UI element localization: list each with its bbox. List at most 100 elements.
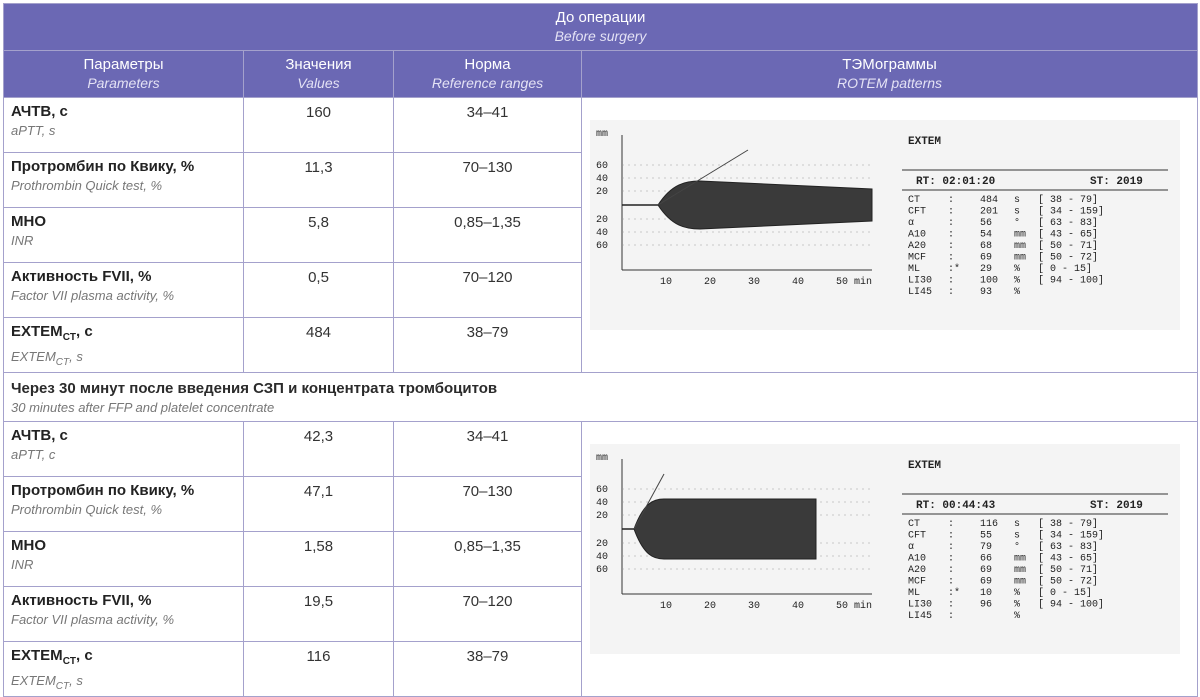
y-tick-label: 40 <box>596 228 608 239</box>
param-code: α <box>908 542 914 553</box>
param-separator: : <box>948 276 954 287</box>
param-separator: : <box>948 241 954 252</box>
param-range: 70–130 <box>393 476 582 532</box>
results-table: До операции Before surgery Параметры Para… <box>2 3 1199 697</box>
param-reference: [ 0 - 15] <box>1038 587 1092 599</box>
param-separator: : <box>948 230 954 241</box>
param-result: 69 <box>980 577 992 588</box>
param-code: CFT <box>908 531 926 542</box>
param-range: 38–79 <box>393 641 582 697</box>
param-range: 34–41 <box>393 97 582 153</box>
table-row: Активность FVII, % Factor VII plasma acti… <box>3 262 1198 318</box>
table-row: Протромбин по Квику, % Prothrombin Quick … <box>3 152 1198 208</box>
param-code: A10 <box>908 554 926 565</box>
param-code: LI45 <box>908 287 932 298</box>
y-tick-label: 20 <box>596 539 608 550</box>
x-tick-label: 20 <box>704 601 716 612</box>
param-unit: % <box>1014 287 1020 298</box>
param-name: АЧТВ, с <box>11 427 68 444</box>
param-result: 56 <box>980 218 992 229</box>
x-tick-label: 40 <box>792 601 804 612</box>
param-range: 70–120 <box>393 262 582 318</box>
param-separator: : <box>948 611 954 622</box>
param-unit: ° <box>1014 541 1020 553</box>
param-separator: : <box>948 253 954 264</box>
param-reference: [ 38 - 79] <box>1038 194 1098 206</box>
param-separator: : <box>948 195 954 206</box>
param-unit: mm <box>1014 230 1026 241</box>
param-separator: : <box>948 531 954 542</box>
section-title-en: 30 minutes after FFP and platelet concen… <box>11 400 275 415</box>
param-name: МНО <box>11 537 46 554</box>
param-reference: [ 34 - 159] <box>1038 530 1104 542</box>
axis-unit-label: mm <box>596 129 608 140</box>
col-header-rotem: ТЭМограммы ROTEM patterns <box>580 50 1199 98</box>
param-unit: s <box>1014 207 1020 218</box>
alpha-tangent-line <box>633 473 665 530</box>
param-unit: s <box>1014 195 1020 206</box>
table-row: МНО INR 1,58 0,85–1,35 <box>3 531 1198 587</box>
param-range: 0,85–1,35 <box>393 531 582 587</box>
param-unit: mm <box>1014 253 1026 264</box>
col-header-values: Значения Values <box>243 50 394 98</box>
param-name-en: EXTEMCT, s <box>11 673 83 692</box>
param-reference: [ 50 - 71] <box>1038 564 1098 576</box>
param-separator: : <box>948 577 954 588</box>
param-value: 5,8 <box>243 207 394 263</box>
param-reference: [ 43 - 65] <box>1038 553 1098 565</box>
param-result: 29 <box>980 264 992 275</box>
param-range: 34–41 <box>393 421 582 477</box>
y-tick-label: 60 <box>596 485 608 496</box>
param-code: ML <box>908 264 920 275</box>
param-code: CFT <box>908 207 926 218</box>
param-name-en: Factor VII plasma activity, % <box>11 612 175 627</box>
x-tick-label: 30 <box>748 277 760 288</box>
param-reference: [ 50 - 72] <box>1038 576 1098 588</box>
col-header-parameters: Параметры Parameters <box>3 50 244 98</box>
clot-trace <box>633 498 817 560</box>
param-name-en: Prothrombin Quick test, % <box>11 178 162 193</box>
param-value: 42,3 <box>243 421 394 477</box>
param-unit: mm <box>1014 241 1026 252</box>
rotem-before-chart: mm 60 40 20 20 40 60 10 20 30 40 50 min EXTEM RT: 02:… <box>590 120 1180 330</box>
param-unit: % <box>1014 276 1020 287</box>
page: До операции Before surgery Параметры Para… <box>2 3 1199 697</box>
table-row: АЧТВ, с aPTT, s 160 34–41 mm 60 40 20 20 40 60 1… <box>3 97 1199 373</box>
table-row: EXTEMCT, с EXTEMCT, s 484 38–79 <box>3 317 1198 373</box>
param-unit: % <box>1014 600 1020 611</box>
y-tick-label: 20 <box>596 511 608 522</box>
y-tick-label: 40 <box>596 552 608 563</box>
before-surgery-band: До операции Before surgery <box>2 3 1199 51</box>
param-code: CT <box>908 519 920 530</box>
rotem-after-chart: mm 60 40 20 20 40 60 10 20 30 40 50 min EXTEM RT: 00:… <box>590 444 1180 654</box>
param-result: 66 <box>980 554 992 565</box>
alpha-tangent-line <box>657 149 749 206</box>
param-name-en: aPTT, c <box>11 447 56 462</box>
param-result: 55 <box>980 531 992 542</box>
rotem-before-cell: mm 60 40 20 20 40 60 10 20 30 40 50 min EXTEM RT: 02:… <box>580 97 1199 373</box>
param-value: 0,5 <box>243 262 394 318</box>
param-code: CT <box>908 195 920 206</box>
param-value: 484 <box>243 317 394 373</box>
param-name: Активность FVII, % <box>11 592 152 609</box>
param-code: LI30 <box>908 276 932 287</box>
param-value: 1,58 <box>243 531 394 587</box>
param-separator: : <box>948 554 954 565</box>
param-code: A20 <box>908 241 926 252</box>
param-name-en: INR <box>11 233 34 248</box>
param-reference: [ 63 - 83] <box>1038 217 1098 229</box>
param-unit: mm <box>1014 565 1026 576</box>
param-name: Протромбин по Квику, % <box>11 158 195 175</box>
param-name: EXTEMCT, с <box>11 647 93 667</box>
param-range: 0,85–1,35 <box>393 207 582 263</box>
param-code: MCF <box>908 577 926 588</box>
param-reference: [ 63 - 83] <box>1038 541 1098 553</box>
clot-trace <box>657 180 873 230</box>
param-unit: s <box>1014 519 1020 530</box>
param-name-en: Factor VII plasma activity, % <box>11 288 175 303</box>
param-separator: : <box>948 565 954 576</box>
col-header-reference: Норма Reference ranges <box>393 50 582 98</box>
param-unit: % <box>1014 588 1020 599</box>
param-name: Активность FVII, % <box>11 268 152 285</box>
rotem-after-cell: mm 60 40 20 20 40 60 10 20 30 40 50 min EXTEM RT: 00:… <box>580 421 1199 697</box>
